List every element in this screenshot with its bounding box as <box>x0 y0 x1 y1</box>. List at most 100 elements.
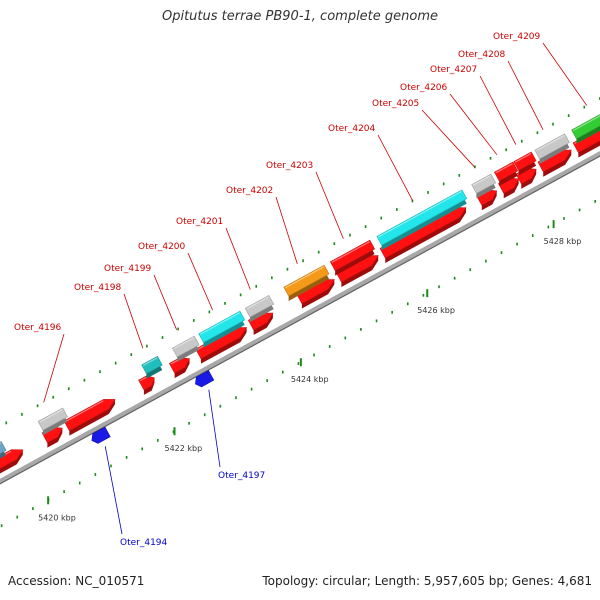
lower-tick-dot <box>344 336 347 340</box>
gene-feature[interactable] <box>141 355 163 379</box>
upper-tick-dot <box>239 293 242 297</box>
lower-tick-dot <box>516 242 518 246</box>
gene-label[interactable]: Oter_4205 <box>372 99 419 109</box>
gene-feature[interactable] <box>195 370 215 388</box>
upper-tick-dot <box>505 148 507 152</box>
gene-label[interactable]: Oter_4194 <box>120 538 168 548</box>
gene-label[interactable]: Oter_4196 <box>14 323 62 333</box>
upper-tick-dot <box>536 131 539 135</box>
gene-label[interactable]: Oter_4203 <box>266 161 313 171</box>
cds-feature[interactable] <box>63 399 116 436</box>
upper-tick-dot <box>224 301 226 305</box>
gene-label[interactable]: Oter_4202 <box>226 186 273 196</box>
gene-feature[interactable] <box>171 335 200 362</box>
upper-tick-dot <box>271 276 273 280</box>
upper-tick-dot <box>302 259 304 263</box>
gene-feature[interactable] <box>198 310 246 348</box>
tick-label: 5424 kbp <box>291 375 329 384</box>
gene-label[interactable]: Oter_4197 <box>218 471 265 481</box>
gene-feature[interactable] <box>283 264 330 301</box>
gene-label[interactable]: Oter_4207 <box>430 65 477 75</box>
genome-backbone <box>0 150 600 485</box>
lower-tick-dot <box>485 259 487 263</box>
gene-feature[interactable] <box>571 106 600 144</box>
lower-tick-dot <box>531 234 534 237</box>
gene-leader-line <box>542 42 588 106</box>
tick-label: 5426 kbp <box>417 306 455 315</box>
upper-tick-dot <box>520 139 523 143</box>
upper-tick-dot <box>333 242 336 246</box>
lower-tick-dot <box>235 396 237 400</box>
gene-leader-line <box>225 227 251 290</box>
gene-leader-line <box>421 109 475 168</box>
gene-leader-line <box>104 446 123 535</box>
gene-feature[interactable] <box>376 189 468 251</box>
backbone-shadow <box>0 155 600 485</box>
gene-label[interactable]: Oter_4206 <box>400 83 448 93</box>
tick-label: 5420 kbp <box>38 513 76 522</box>
cds-feature[interactable] <box>168 357 191 379</box>
lower-tick-dot <box>266 379 268 383</box>
lower-tick-dot <box>438 285 440 289</box>
lower-tick-dot <box>313 353 315 357</box>
upper-tick-dot <box>67 387 70 391</box>
lower-tick-dot <box>203 413 206 417</box>
tick-label: 5422 kbp <box>165 444 203 453</box>
gene-label[interactable]: Oter_4208 <box>458 50 506 60</box>
gene-feature[interactable] <box>244 294 275 323</box>
gene-leader-line <box>208 389 221 468</box>
upper-tick-dot <box>411 199 414 203</box>
lower-tick-dot <box>328 345 331 348</box>
gene-leader-line <box>507 60 544 130</box>
kbp-scale: 5420 kbp 5422 kbp 5424 kbp 5426 kbp 5428 kbp… <box>0 97 600 528</box>
gene-leader-line <box>153 274 178 330</box>
lower-tick-dot <box>157 438 159 442</box>
gene-feature[interactable] <box>494 161 519 186</box>
upper-tick-dot <box>99 370 101 374</box>
map-title: Opitutus terrae PB90-1, complete genome <box>161 9 439 24</box>
upper-tick-dot <box>146 344 148 348</box>
lower-tick-dot <box>360 328 362 331</box>
lower-tick-dot <box>63 490 65 493</box>
gene-feature-partial[interactable] <box>0 441 7 480</box>
upper-tick-dot <box>21 412 23 416</box>
accession-text: Accession: NC_010571 <box>8 574 145 588</box>
gene-feature[interactable] <box>513 151 537 176</box>
upper-tick-dot <box>208 310 211 314</box>
lower-tick-dot <box>78 481 81 485</box>
lower-tick-dot <box>469 268 472 272</box>
cds-feature[interactable] <box>138 375 155 395</box>
gene-label[interactable]: Oter_4201 <box>176 217 223 227</box>
upper-tick-dot <box>255 284 258 288</box>
lower-tick-dot <box>297 362 300 365</box>
gene-leader-line <box>449 93 498 156</box>
upper-tick-dot <box>364 225 367 228</box>
lower-tick-dot <box>141 447 144 451</box>
gene-label[interactable]: Oter_4199 <box>104 264 152 274</box>
lower-tick-dot <box>500 251 503 255</box>
upper-tick-dot <box>427 191 429 194</box>
lower-tick-dot <box>406 302 409 306</box>
gene-feature[interactable] <box>91 426 111 444</box>
upper-tick-dot <box>83 378 86 382</box>
gene-label[interactable]: Oter_4204 <box>328 124 376 134</box>
gene-leader-line <box>187 252 213 311</box>
gene-feature[interactable] <box>471 173 497 199</box>
gene-feature[interactable] <box>329 239 376 276</box>
lower-tick-dot <box>282 370 284 374</box>
gene-feature[interactable] <box>37 407 68 436</box>
lower-tick-dot <box>94 473 97 476</box>
gene-feature[interactable] <box>534 133 570 164</box>
lower-tick-dot <box>125 456 128 459</box>
upper-tick-dot <box>286 267 289 271</box>
gene-label[interactable]: Oter_4200 <box>138 242 186 252</box>
upper-tick-dot <box>583 105 586 109</box>
upper-tick-dot <box>552 122 554 126</box>
gene-leader-line <box>123 293 144 349</box>
gene-label[interactable]: Oter_4209 <box>493 32 541 42</box>
gene-labels: Oter_4194 Oter_4196 Oter_4197 Oter_4198 Oter… <box>14 32 588 548</box>
tick-label: 5428 kbp <box>544 237 582 246</box>
gene-label[interactable]: Oter_4198 <box>74 283 122 293</box>
lower-tick-dot <box>172 430 175 434</box>
